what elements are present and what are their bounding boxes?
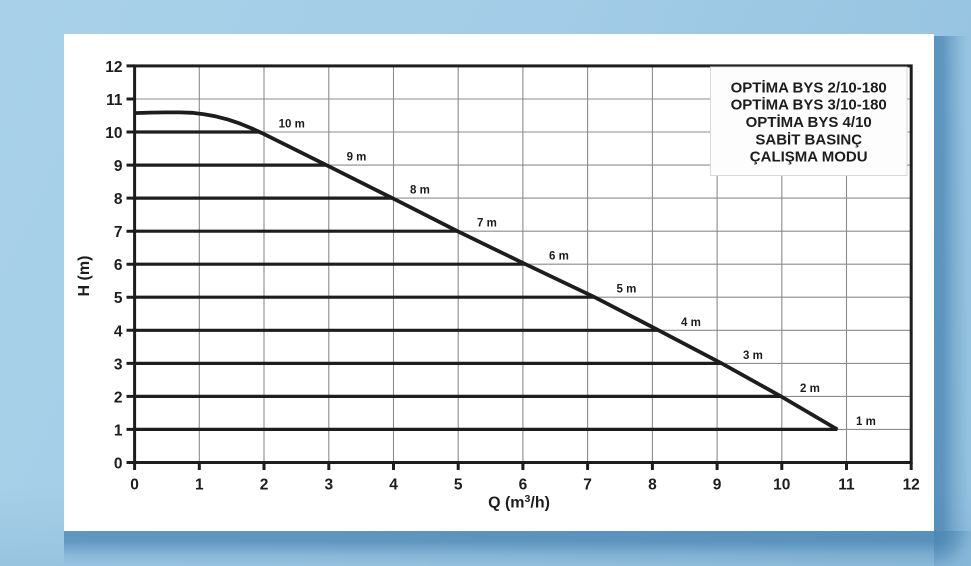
svg-text:4 m: 4 m [681, 317, 701, 329]
svg-text:SABİT BASINÇ: SABİT BASINÇ [755, 131, 862, 148]
svg-text:1 m: 1 m [856, 416, 876, 428]
svg-text:7: 7 [114, 224, 123, 241]
svg-text:5: 5 [114, 290, 123, 307]
svg-text:0: 0 [114, 456, 123, 473]
svg-text:7: 7 [583, 476, 592, 493]
svg-text:7 m: 7 m [477, 218, 497, 230]
svg-text:9: 9 [713, 476, 722, 493]
svg-text:OPTİMA BYS 3/10-180: OPTİMA BYS 3/10-180 [731, 97, 887, 114]
svg-text:10 m: 10 m [279, 119, 305, 131]
svg-text:0: 0 [130, 476, 139, 493]
svg-text:11: 11 [838, 476, 855, 493]
svg-text:6: 6 [114, 257, 123, 274]
svg-text:10: 10 [105, 125, 122, 142]
svg-text:1: 1 [114, 422, 123, 439]
svg-text:3: 3 [324, 476, 333, 493]
svg-text:H (m): H (m) [76, 256, 93, 297]
svg-text:ÇALIŞMA MODU: ÇALIŞMA MODU [750, 149, 868, 166]
svg-text:12: 12 [903, 476, 920, 493]
svg-text:3 m: 3 m [743, 350, 763, 362]
svg-text:10: 10 [773, 476, 790, 493]
svg-text:12: 12 [105, 59, 122, 76]
svg-text:4: 4 [389, 476, 398, 493]
svg-text:2 m: 2 m [800, 383, 820, 395]
svg-text:5: 5 [454, 476, 463, 493]
svg-text:2: 2 [114, 389, 123, 406]
svg-text:6: 6 [519, 476, 528, 493]
svg-text:8 m: 8 m [410, 185, 430, 197]
svg-text:11: 11 [106, 92, 123, 109]
svg-text:1: 1 [195, 476, 204, 493]
svg-text:OPTİMA BYS 4/10: OPTİMA BYS 4/10 [746, 114, 872, 131]
svg-text:6 m: 6 m [549, 251, 569, 263]
svg-text:4: 4 [114, 323, 123, 340]
svg-text:9: 9 [114, 158, 123, 175]
svg-text:OPTİMA BYS 2/10-180: OPTİMA BYS 2/10-180 [731, 79, 887, 96]
svg-text:8: 8 [648, 476, 657, 493]
svg-text:3: 3 [114, 356, 123, 373]
svg-text:5 m: 5 m [617, 284, 637, 296]
svg-text:9 m: 9 m [347, 152, 367, 164]
svg-text:2: 2 [260, 476, 269, 493]
svg-text:Q (m3/h): Q (m3/h) [488, 493, 550, 512]
svg-text:8: 8 [114, 191, 123, 208]
